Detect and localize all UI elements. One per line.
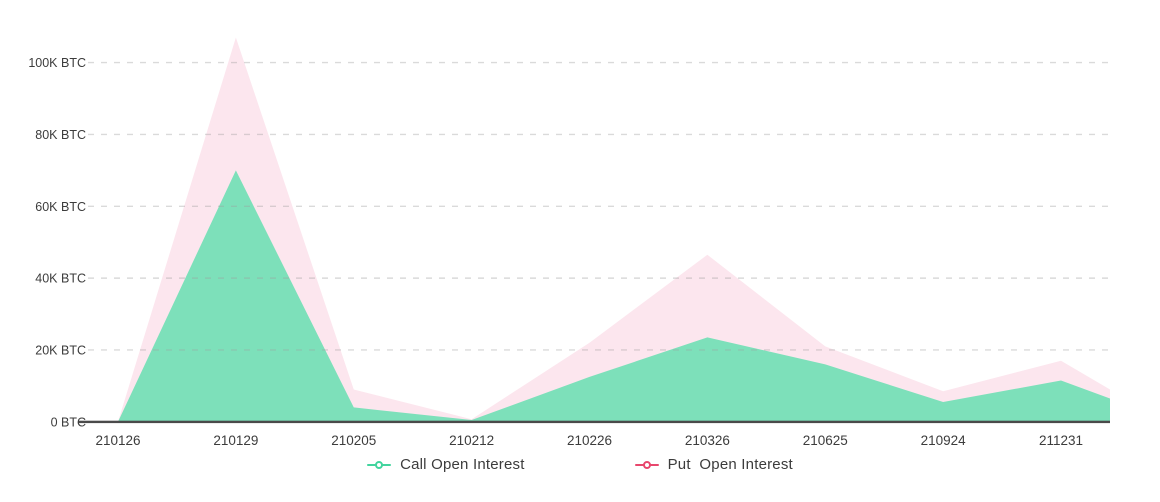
y-axis-label: 40K BTC	[35, 272, 86, 286]
x-axis-label: 210326	[685, 433, 730, 448]
legend-item-label: Put Open Interest	[667, 456, 793, 473]
x-axis-label: 210205	[331, 433, 376, 448]
x-axis-label: 210212	[449, 433, 494, 448]
y-axis-label: 20K BTC	[35, 343, 86, 357]
x-axis-label: 210129	[213, 433, 258, 448]
y-axis-label: 100K BTC	[28, 56, 86, 70]
legend-item-call-open-interest[interactable]: Call Open Interest	[367, 456, 525, 473]
y-axis-label: 0 BTC	[51, 415, 86, 429]
x-axis-label: 210226	[567, 433, 612, 448]
x-axis-label: 210924	[921, 433, 967, 448]
call-open-interest-area	[118, 170, 1110, 422]
legend-item-put-open-interest[interactable]: Put Open Interest	[634, 456, 793, 473]
x-axis-label: 211231	[1039, 433, 1083, 448]
legend-series-marker-icon	[634, 459, 659, 471]
legend-item-label: Call Open Interest	[400, 456, 525, 473]
chart-legend: Call Open Interest Put Open Interest	[0, 456, 1160, 473]
open-interest-area-chart: 0 BTC 20K BTC 40K BTC 60K BTC 80K BTC 100K BT…	[28, 37, 1110, 448]
y-axis-label: 60K BTC	[35, 200, 86, 214]
x-axis-line	[78, 420, 1110, 424]
x-axis-label: 210625	[803, 433, 848, 448]
y-axis-label: 80K BTC	[35, 128, 86, 142]
x-axis-label: 210126	[95, 433, 140, 448]
legend-series-marker-icon	[367, 459, 392, 471]
